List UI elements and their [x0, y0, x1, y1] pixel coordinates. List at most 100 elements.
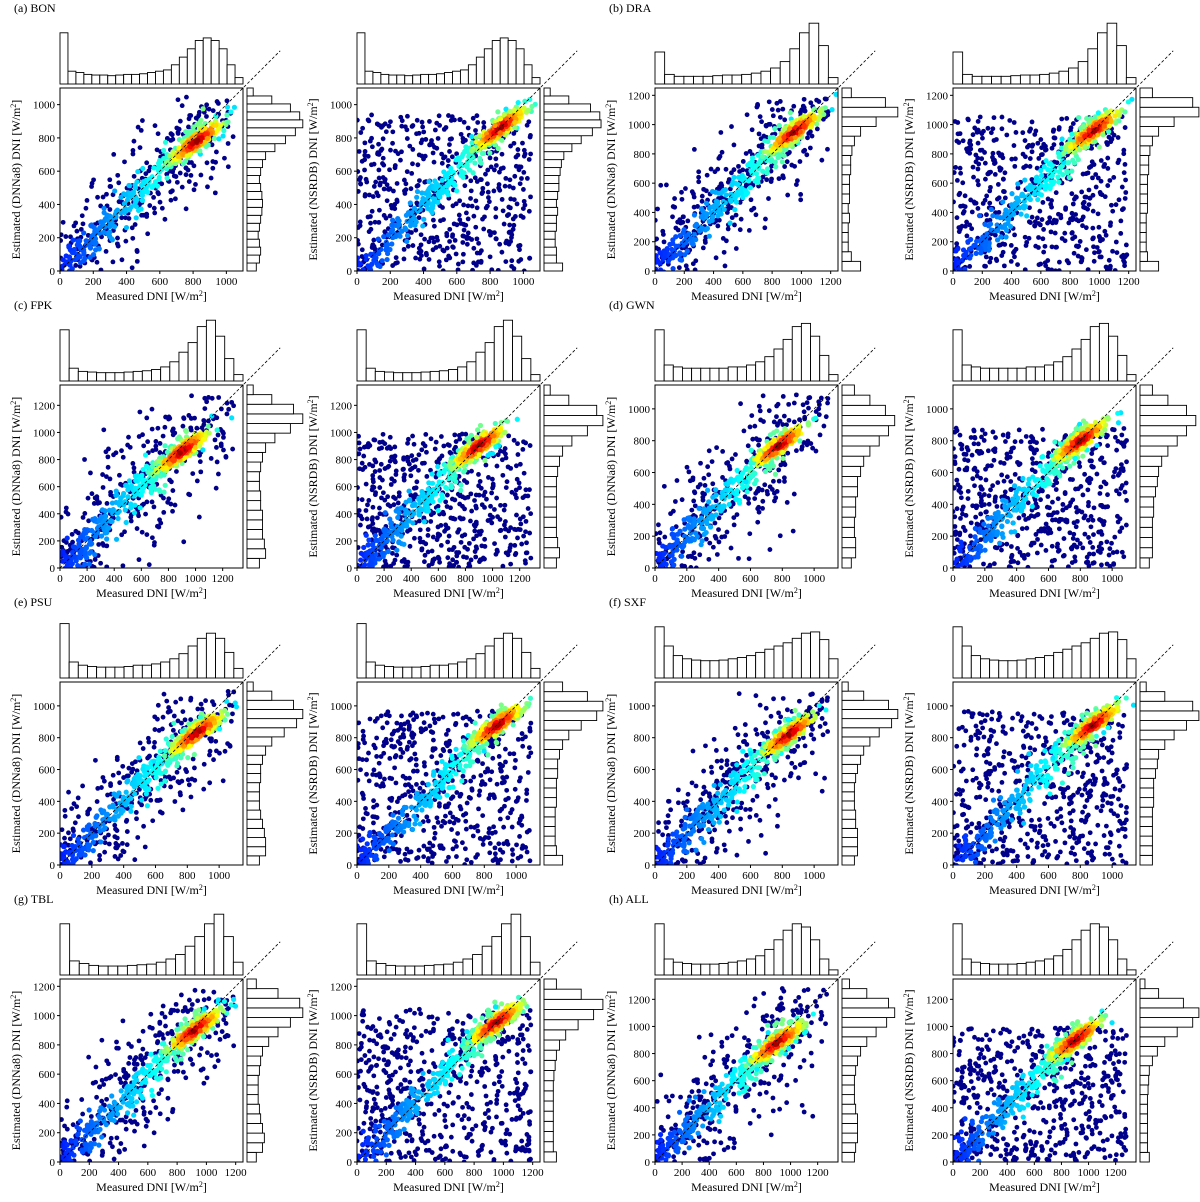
data-point: [439, 160, 445, 166]
data-point: [1045, 266, 1051, 271]
data-point: [390, 129, 396, 135]
data-point: [146, 176, 153, 182]
data-point: [662, 251, 668, 257]
data-point: [1012, 232, 1017, 238]
data-point: [63, 554, 69, 561]
identity-line: [952, 50, 1174, 272]
data-point: [357, 223, 363, 229]
data-point: [168, 131, 174, 137]
data-point: [1057, 259, 1062, 265]
x-histogram-bar: [91, 74, 101, 85]
data-point: [414, 188, 421, 195]
data-point: [1102, 194, 1108, 200]
data-point: [394, 197, 400, 203]
data-point: [1014, 195, 1021, 201]
y-histogram-bar: [246, 230, 259, 240]
data-point: [1113, 239, 1119, 245]
data-point: [787, 110, 793, 116]
data-point: [162, 443, 168, 449]
data-point: [1027, 164, 1033, 169]
data-point: [1029, 119, 1035, 125]
data-point: [993, 256, 999, 262]
data-point: [63, 505, 69, 511]
data-point: [420, 223, 426, 229]
data-point: [111, 452, 116, 458]
data-point: [504, 116, 510, 122]
data-point: [722, 263, 728, 269]
data-point: [405, 113, 410, 119]
data-point: [460, 233, 466, 239]
data-point: [109, 500, 116, 506]
data-point: [484, 134, 491, 141]
data-point: [112, 188, 118, 194]
x-histogram-bar: [1068, 67, 1079, 85]
data-point: [1051, 135, 1057, 141]
data-point: [492, 230, 497, 236]
data-point: [1086, 119, 1092, 125]
data-point: [136, 513, 141, 519]
data-point: [170, 169, 176, 175]
data-point: [1105, 183, 1111, 188]
data-point: [713, 255, 719, 261]
identity-line: [59, 50, 281, 272]
data-point: [81, 230, 87, 236]
data-point: [222, 155, 227, 161]
data-point: [953, 170, 957, 175]
data-point: [97, 516, 103, 522]
y-histogram-bar: [246, 246, 262, 256]
data-point: [132, 502, 138, 508]
data-point: [1118, 231, 1124, 236]
data-point: [804, 152, 810, 158]
data-point: [691, 146, 697, 152]
data-point: [357, 117, 360, 123]
data-point: [447, 226, 453, 232]
data-point: [1093, 172, 1099, 177]
data-point: [105, 464, 111, 470]
data-point: [737, 227, 743, 233]
data-point: [975, 119, 981, 124]
data-point: [508, 229, 514, 235]
data-point: [92, 236, 98, 242]
data-point: [1119, 207, 1125, 213]
data-point: [1062, 238, 1068, 244]
data-point: [114, 492, 120, 498]
data-point: [413, 255, 419, 261]
data-point: [409, 170, 415, 176]
data-point: [1009, 156, 1015, 162]
data-point: [1062, 230, 1068, 236]
data-point: [1055, 174, 1061, 180]
data-point: [1099, 113, 1105, 119]
data-point: [457, 117, 463, 123]
data-point: [419, 119, 425, 125]
data-point: [424, 252, 429, 258]
y-histogram-bar: [246, 167, 262, 176]
data-point: [740, 159, 746, 164]
data-point: [230, 446, 236, 452]
y-histogram-bar: [841, 145, 853, 156]
x-histogram-bar: [1029, 74, 1041, 85]
data-point: [679, 196, 685, 202]
data-point: [1065, 160, 1072, 166]
data-point: [113, 208, 119, 215]
data-point: [382, 229, 388, 235]
data-point: [128, 501, 134, 507]
data-point: [137, 145, 143, 151]
data-point: [797, 159, 803, 164]
x-histogram-bar: [396, 74, 406, 85]
data-point: [135, 124, 141, 130]
data-point: [141, 443, 147, 449]
data-point: [1122, 162, 1128, 167]
data-point: [999, 114, 1005, 120]
data-point: [362, 167, 367, 173]
data-point: [487, 155, 493, 161]
data-point: [967, 150, 973, 156]
data-point: [405, 243, 411, 249]
data-point: [183, 172, 189, 178]
data-point: [83, 238, 89, 244]
data-point: [206, 106, 212, 112]
data-point: [170, 488, 176, 493]
data-point: [86, 518, 92, 524]
x-histogram-bar: [673, 75, 685, 85]
data-point: [1011, 143, 1017, 148]
data-point: [182, 427, 189, 434]
